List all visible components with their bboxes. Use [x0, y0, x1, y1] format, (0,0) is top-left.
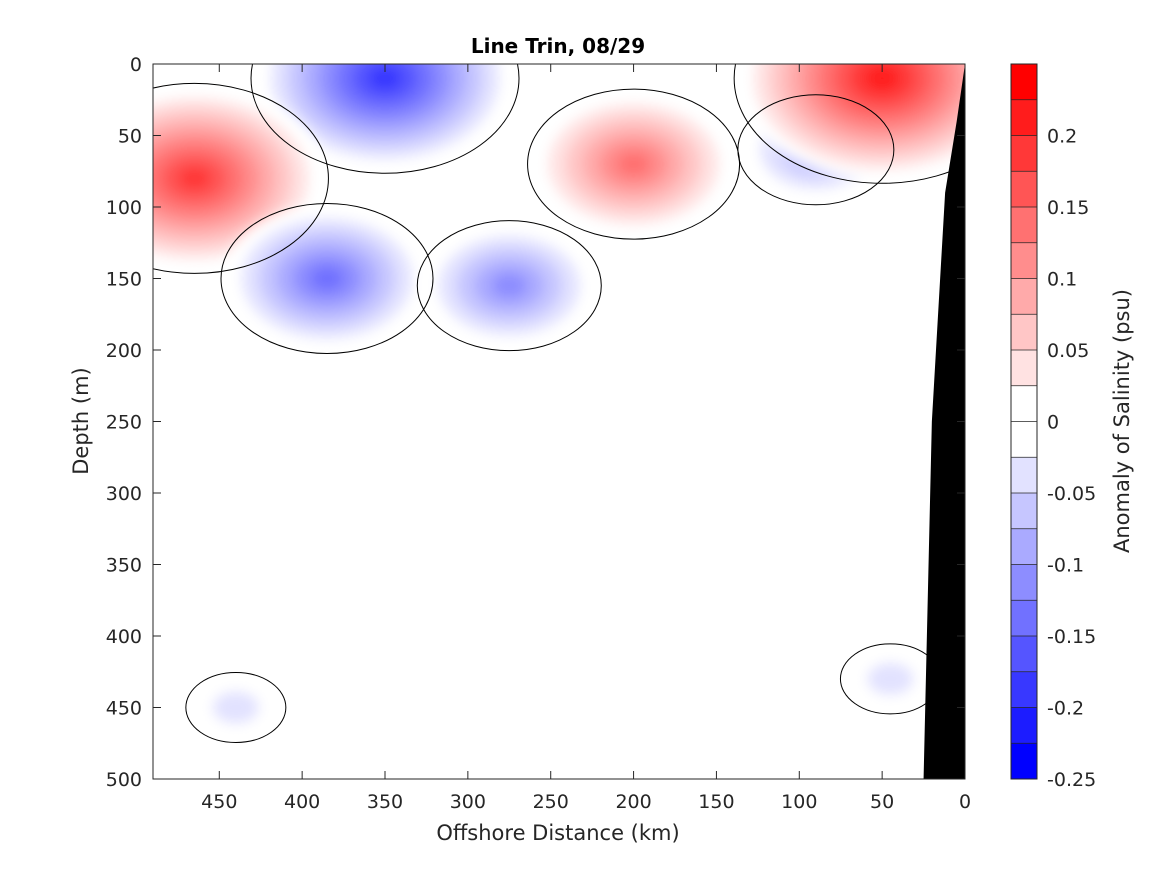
- colorbar-tick-label: -0.1: [1047, 555, 1084, 577]
- zero-contour-line: [416, 220, 602, 352]
- zero-contour-line: [185, 672, 287, 743]
- y-tick-label: 150: [106, 269, 142, 291]
- zero-contour-line: [527, 88, 741, 240]
- contour-level-fill: [866, 67, 899, 90]
- colorbar-segment: [1011, 564, 1037, 601]
- colorbar-tick-label: -0.2: [1047, 698, 1084, 720]
- colorbar-segment: [1011, 600, 1037, 636]
- zero-contour-line: [733, 64, 965, 184]
- colorbar-tick-label: 0.2: [1047, 126, 1077, 148]
- contour-level-fill: [491, 273, 527, 299]
- zero-contours: [153, 64, 965, 743]
- colorbar-tick-label: 0.05: [1047, 340, 1089, 362]
- x-axis: 450 400 350 300 250 200 150 100 50 0: [201, 64, 971, 813]
- y-tick-label: 250: [106, 412, 142, 434]
- y-axis-label: Depth (m): [69, 367, 93, 474]
- anomaly-feature: [421, 223, 598, 348]
- x-tick-label: 150: [698, 791, 734, 813]
- contour-level-fill: [368, 66, 402, 90]
- colorbar-segment: [1011, 493, 1037, 529]
- x-tick-label: 50: [870, 791, 894, 813]
- y-tick-label: 100: [106, 197, 142, 219]
- y-tick-label: 350: [106, 555, 142, 577]
- y-tick-label: 400: [106, 626, 142, 648]
- colorbar-segment: [1011, 64, 1037, 100]
- colorbar-segment: [1011, 171, 1037, 207]
- colorbar-frame: [1010, 63, 1038, 780]
- y-tick-label: 300: [106, 483, 142, 505]
- contour-level-fill: [212, 691, 259, 724]
- y-tick-label: 200: [106, 340, 142, 362]
- colorbar-segment: [1011, 528, 1037, 565]
- anomaly-feature: [738, 64, 965, 181]
- colorbar-segment: [1011, 421, 1037, 458]
- colorbar-segment: [1011, 135, 1037, 172]
- contour-level-fill: [310, 266, 344, 291]
- colorbar: -0.25 -0.2 -0.15 -0.1 -0.05 0 0.05 0.1 0.15 0.2: [1010, 63, 1096, 791]
- x-tick-label: 0: [959, 791, 971, 813]
- colorbar-segment: [1011, 457, 1037, 493]
- colorbar-segment: [1011, 350, 1037, 386]
- colorbar-label: Anomaly of Salinity (psu): [1110, 289, 1134, 553]
- zero-contour-line: [250, 64, 520, 174]
- colorbar-tick-label: -0.25: [1047, 769, 1096, 791]
- zero-contour-line: [220, 203, 434, 354]
- zero-contour-line: [737, 94, 895, 206]
- x-tick-label: 200: [615, 791, 651, 813]
- colorbar-segment: [1011, 99, 1037, 136]
- x-tick-label: 450: [201, 791, 237, 813]
- colorbar-segment: [1011, 671, 1037, 708]
- colorbar-segment: [1011, 207, 1037, 243]
- y-tick-label: 500: [106, 769, 142, 791]
- y-tick-label: 50: [118, 126, 142, 148]
- colorbar-tick-label: -0.05: [1047, 483, 1096, 505]
- colorbar-segment: [1011, 707, 1037, 744]
- colorbar-tick-label: 0: [1047, 412, 1059, 434]
- anomaly-feature: [844, 646, 937, 711]
- y-tick-label: 0: [130, 54, 142, 76]
- zero-contour-line: [153, 82, 329, 274]
- anomaly-feature: [225, 206, 429, 351]
- y-tick-label: 450: [106, 698, 142, 720]
- chart-title: Line Trin, 08/29: [471, 34, 645, 58]
- colorbar-segment: [1011, 278, 1037, 315]
- colorbar-tick-label: 0.15: [1047, 197, 1089, 219]
- contour-field: [153, 64, 965, 740]
- x-tick-label: 400: [284, 791, 320, 813]
- x-tick-label: 350: [367, 791, 403, 813]
- contour-level-fill: [178, 166, 211, 190]
- contour-level-fill: [867, 662, 914, 695]
- x-tick-label: 250: [533, 791, 569, 813]
- anomaly-feature: [189, 675, 282, 740]
- colorbar-tick-label: -0.15: [1047, 626, 1096, 648]
- x-tick-label: 300: [450, 791, 486, 813]
- y-axis: 0 50 100 150 200 250 300 350 400 450 500: [106, 54, 965, 791]
- anomaly-feature: [255, 64, 515, 171]
- bathymetry-mask: [923, 64, 965, 779]
- x-tick-label: 100: [781, 791, 817, 813]
- colorbar-tick-label: 0.1: [1047, 269, 1077, 291]
- contour-level-fill: [616, 152, 651, 177]
- anomaly-feature: [531, 92, 736, 237]
- colorbar-segment: [1011, 636, 1037, 672]
- anomaly-feature: [153, 86, 325, 271]
- colorbar-segment: [1011, 314, 1037, 350]
- colorbar-segment: [1011, 743, 1037, 779]
- colorbar-segment: [1011, 385, 1037, 422]
- x-axis-label: Offshore Distance (km): [436, 821, 679, 845]
- colorbar-segment: [1011, 242, 1037, 279]
